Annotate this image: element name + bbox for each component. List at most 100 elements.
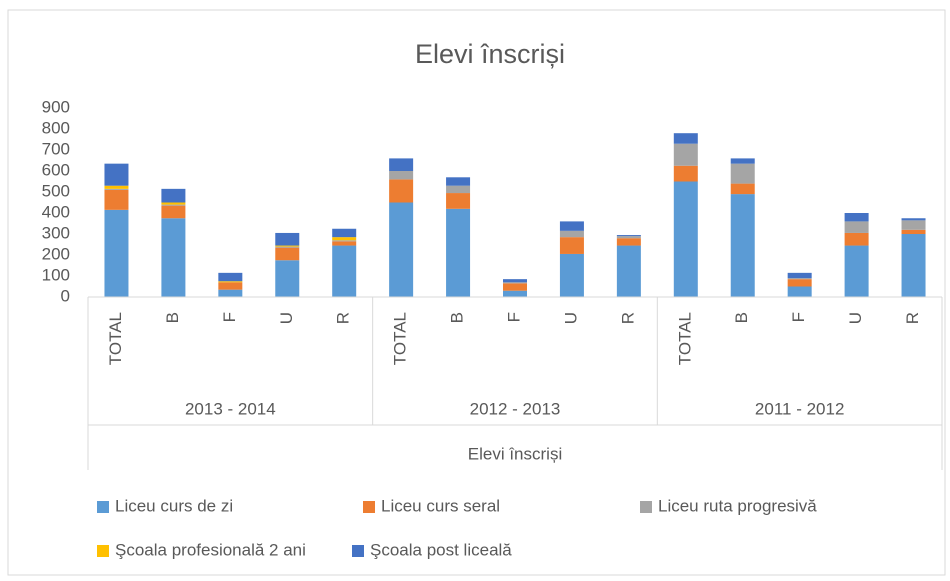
bar-segment (787, 272, 812, 279)
bar-segment (787, 278, 812, 280)
y-tick-label: 300 (42, 223, 70, 242)
bar-segment (901, 220, 926, 230)
y-tick-label: 600 (42, 160, 70, 179)
x-tick-label: B (732, 312, 751, 323)
bar-segment (332, 245, 357, 297)
bar-segment (389, 202, 414, 297)
x-tick-label: F (220, 312, 239, 322)
x-tick-label: R (618, 312, 637, 324)
bar-segment (559, 237, 584, 254)
bar-segment (787, 279, 812, 287)
bar-segment (673, 181, 698, 297)
bar-segment (161, 204, 186, 206)
legend-swatch (97, 545, 109, 557)
legend-swatch (97, 501, 109, 513)
bar-segment (104, 189, 129, 210)
x-tick-label: B (448, 312, 467, 323)
bar-segment (104, 185, 129, 189)
x-tick-label: TOTAL (391, 312, 410, 365)
x-tick-label: U (277, 312, 296, 324)
bar-segment (844, 245, 869, 297)
bar-segment (161, 205, 186, 219)
bar-segment (901, 234, 926, 297)
bar-segment (446, 177, 471, 186)
x-tick-label: U (561, 312, 580, 324)
bar-segment (275, 260, 300, 297)
bar-segment (616, 236, 641, 239)
y-tick-label: 200 (42, 244, 70, 263)
bar-segment (503, 283, 527, 291)
bar-segment (389, 171, 414, 180)
bar-segment (616, 245, 641, 297)
y-tick-label: 100 (42, 265, 70, 284)
bar-segment (161, 218, 186, 297)
y-tick-label: 900 (42, 97, 70, 116)
bar-segment (559, 230, 584, 238)
bar-segment (673, 143, 698, 166)
bar-segment (218, 282, 243, 290)
group-label: 2011 - 2012 (755, 399, 844, 418)
bar-segment (332, 228, 357, 238)
bar-segment (104, 188, 129, 190)
y-tick-label: 800 (42, 118, 70, 137)
x-tick-label: U (846, 312, 865, 324)
bar-segment (446, 185, 471, 194)
y-tick-label: 700 (42, 139, 70, 158)
x-tick-label: R (334, 312, 353, 324)
y-tick-label: 500 (42, 181, 70, 200)
bar-segment (275, 232, 300, 246)
chart-title: Elevi înscriși (415, 39, 565, 69)
bar-segment (332, 237, 357, 241)
bar-segment (104, 209, 129, 297)
bar-segment (616, 238, 641, 246)
bar-segment (844, 213, 869, 222)
bar-segment (446, 208, 471, 297)
legend-label: Liceu curs seral (381, 496, 500, 515)
bar-segment (559, 253, 584, 297)
bar-segment (901, 229, 926, 234)
bar-segment (787, 286, 812, 297)
x-tick-label: TOTAL (675, 312, 694, 365)
y-tick-label: 0 (61, 286, 70, 305)
bar-segment (901, 218, 926, 221)
bar-segment (275, 245, 300, 247)
bar-segment (104, 163, 129, 186)
x-axis-title: Elevi înscriși (468, 444, 562, 463)
bar-segment (161, 188, 186, 203)
bar-segment (673, 133, 698, 144)
bar-segment (218, 272, 243, 282)
y-tick-label: 400 (42, 202, 70, 221)
bar-segment (332, 240, 357, 242)
bar-segment (446, 193, 471, 209)
legend-label: Şcoala post liceală (370, 540, 512, 559)
bar-segment (389, 158, 414, 171)
bar-segment (844, 232, 869, 246)
group-label: 2012 - 2013 (470, 399, 561, 418)
bar-segment (503, 290, 527, 297)
bar-segment (503, 282, 527, 284)
x-tick-label: B (163, 312, 182, 323)
bar-segment (218, 289, 243, 297)
bar-segment (616, 235, 641, 237)
bar-segment (275, 247, 300, 261)
bar-segment (673, 165, 698, 182)
x-tick-label: R (903, 312, 922, 324)
bar-segment (389, 179, 414, 203)
bar-segment (559, 221, 584, 231)
bar-segment (275, 246, 300, 248)
x-tick-label: F (504, 312, 523, 322)
bar-segment (161, 202, 186, 205)
bar-segment (844, 221, 869, 233)
bar-segment (730, 183, 755, 195)
legend-swatch (640, 501, 652, 513)
bar-segment (730, 158, 755, 164)
bar-segment (332, 241, 357, 246)
bar-segment (503, 279, 527, 283)
legend-label: Liceu ruta progresivă (658, 496, 817, 515)
bar-segment (730, 194, 755, 297)
legend-swatch (352, 545, 364, 557)
x-tick-label: F (789, 312, 808, 322)
bar-segment (730, 163, 755, 184)
legend-swatch (363, 501, 375, 513)
